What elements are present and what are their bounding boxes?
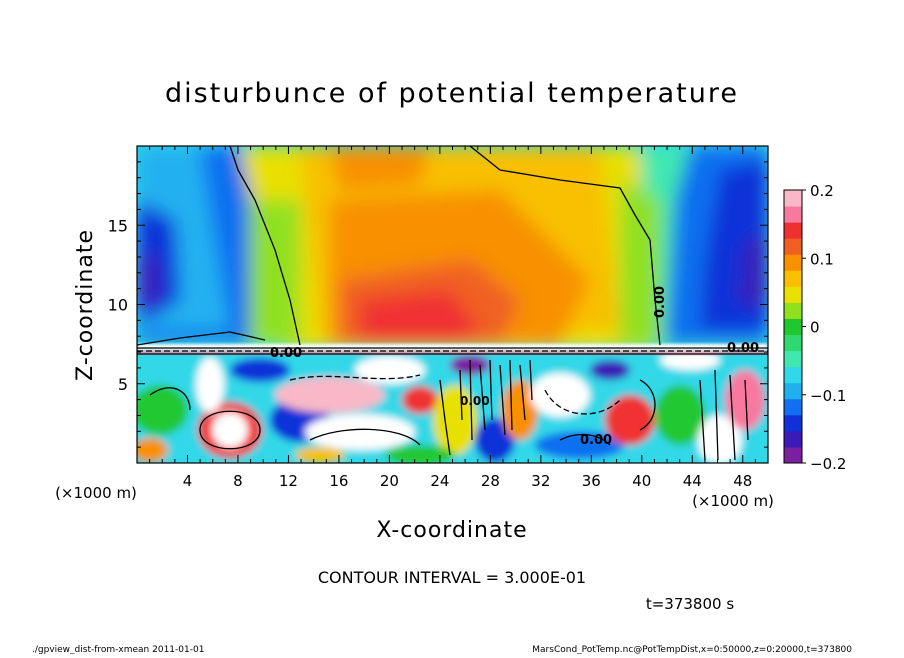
x-tick-label: 40	[632, 472, 651, 490]
x-tick-label: 16	[329, 472, 348, 490]
time-text: t=373800 s	[646, 595, 734, 613]
colorbar-swatch	[784, 222, 802, 239]
x-axis: 4 8 12 16 20 24 28 32 36 40 44 48	[149, 146, 756, 490]
x-axis-label: X-coordinate	[376, 518, 527, 543]
y-axis-label: Z-coordinate	[73, 229, 98, 381]
colorbar-tick-label: −0.2	[810, 455, 846, 473]
footer-left: ./gpview_dist-from-xmean 2011-01-01	[32, 645, 204, 654]
x-tick-label: 36	[582, 472, 601, 490]
colorbar-swatch	[784, 398, 802, 416]
colorbar-swatch	[784, 190, 802, 207]
chart-title: disturbunce of potential temperature	[165, 78, 739, 109]
contour-label-group: 0.00 0.00 0.00 0.00 0.00	[270, 286, 759, 448]
colorbar-swatch	[784, 238, 802, 255]
colorbar-swatch	[784, 302, 802, 319]
colorbar-swatch	[784, 286, 802, 303]
colorbar-swatch	[784, 414, 802, 432]
y-tick-label: 10	[108, 296, 128, 315]
x-tick-label: 4	[183, 472, 193, 490]
colorbar-swatch	[784, 334, 802, 352]
heatmap-field: 0.00 0.00 0.00 0.00 0.00	[137, 146, 768, 463]
y-unit-label: (×1000 m)	[55, 484, 137, 502]
x-unit-label: (×1000 m)	[692, 492, 774, 510]
colorbar-tick-label: 0.1	[810, 250, 834, 268]
contour-label: 0.00	[270, 346, 302, 361]
colorbar-swatch	[784, 350, 802, 368]
colorbar-swatch	[784, 318, 802, 336]
y-axis: 5 10 15	[108, 161, 768, 448]
x-tick-label: 32	[531, 472, 550, 490]
contour-label: 0.00	[460, 394, 490, 408]
contour-label: 0.00	[580, 433, 612, 448]
colorbar-swatch	[784, 270, 802, 287]
colorbar-swatch	[784, 366, 802, 384]
x-tick-label: 44	[683, 472, 702, 490]
contour-lines	[137, 146, 768, 461]
x-tick-label: 8	[233, 472, 243, 490]
colorbar-tick-label: −0.1	[810, 387, 846, 405]
y-tick-label: 15	[108, 216, 128, 235]
colorbar: 0.2 0.1 0 −0.1 −0.2	[783, 182, 846, 473]
x-tick-label: 28	[481, 472, 500, 490]
contour-label: 0.00	[727, 341, 759, 356]
colorbar-swatch	[784, 430, 802, 448]
x-tick-label: 12	[279, 472, 298, 490]
contour-interval-text: CONTOUR INTERVAL = 3.000E-01	[318, 568, 586, 587]
colorbar-swatch	[784, 206, 802, 223]
contour-label: 0.00	[653, 286, 668, 318]
colorbar-tick-label: 0	[810, 319, 820, 337]
footer-right: MarsCond_PotTemp.nc@PotTempDist,x=0:5000…	[532, 645, 852, 654]
x-tick-label: 24	[430, 472, 449, 490]
colorbar-swatch	[784, 254, 802, 271]
x-tick-label: 48	[733, 472, 752, 490]
x-tick-label: 20	[380, 472, 399, 490]
colorbar-swatch	[784, 446, 802, 464]
colorbar-tick-label: 0.2	[810, 182, 834, 200]
y-tick-label: 5	[118, 375, 128, 394]
colorbar-swatch	[784, 382, 802, 400]
